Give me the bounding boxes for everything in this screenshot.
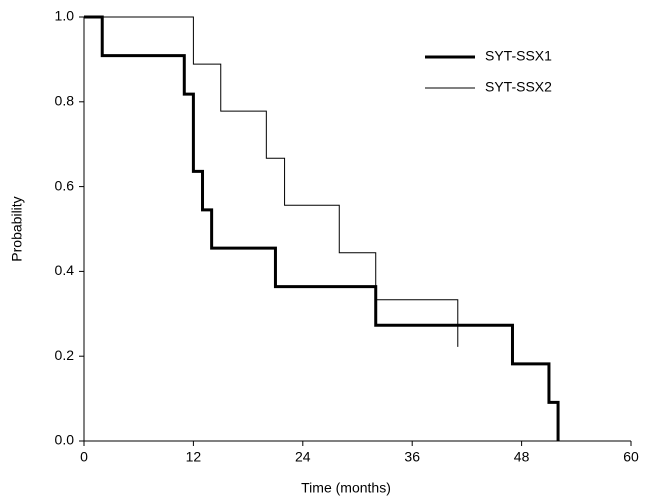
y-tick-label: 1.0 [55, 8, 75, 24]
y-tick-label: 0.4 [55, 262, 75, 278]
legend-label: SYT-SSX2 [485, 79, 552, 95]
y-tick-label: 0.2 [55, 347, 75, 363]
survival-line [84, 15, 560, 441]
y-tick-label: 0.8 [55, 93, 75, 109]
y-axis-label: Probability [9, 196, 25, 261]
x-tick-label: 0 [80, 449, 88, 465]
y-tick-label: 0.0 [55, 432, 75, 448]
survival-line [84, 16, 459, 347]
x-tick-label: 12 [186, 449, 202, 465]
x-tick-label: 60 [623, 449, 639, 465]
x-tick-label: 36 [404, 449, 420, 465]
y-tick-label: 0.6 [55, 177, 75, 193]
x-tick-label: 48 [514, 449, 530, 465]
x-axis-label: Time (months) [301, 480, 391, 496]
x-tick-label: 24 [295, 449, 311, 465]
legend-label: SYT-SSX1 [485, 48, 552, 64]
